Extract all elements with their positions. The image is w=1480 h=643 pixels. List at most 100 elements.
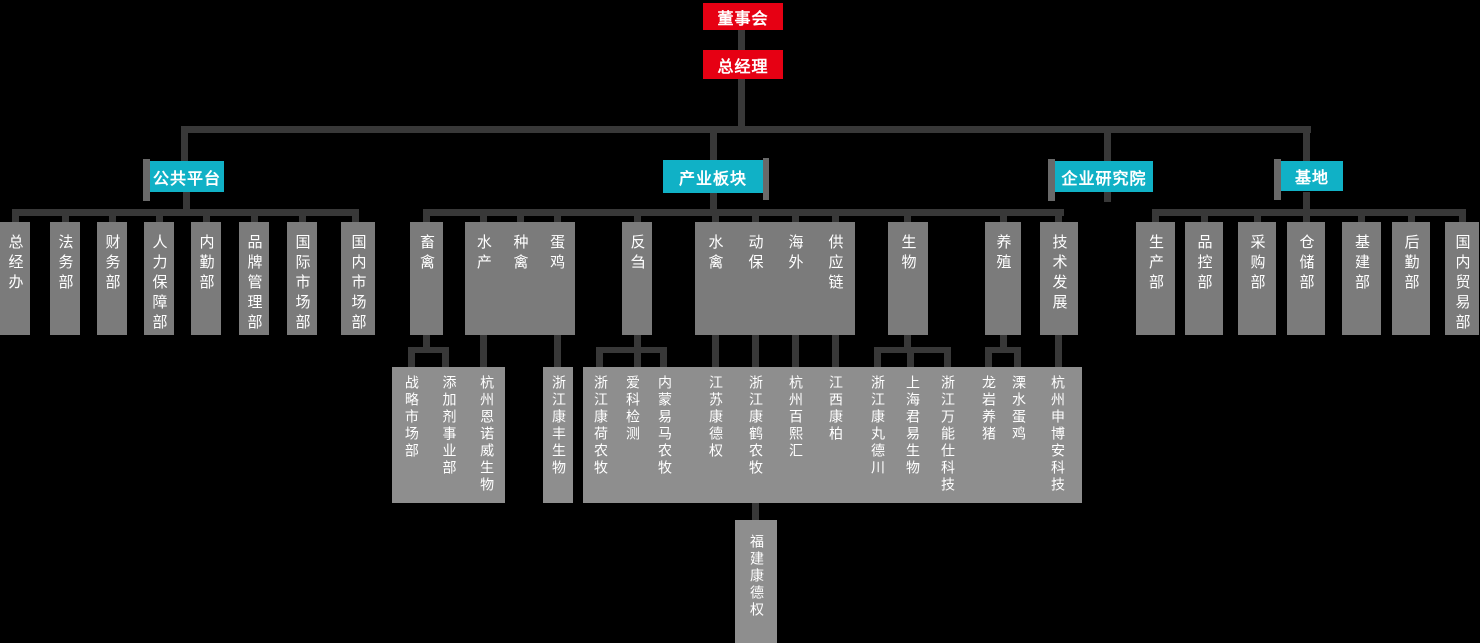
subsidiary-label: 爱科检测 bbox=[624, 375, 640, 443]
connector-line bbox=[596, 347, 667, 353]
connector-line bbox=[874, 353, 881, 367]
dept-node: 技术发展 bbox=[1040, 222, 1078, 335]
dept-label: 供应链 bbox=[826, 234, 845, 294]
dept-node: 生产部 bbox=[1136, 222, 1175, 335]
connector-line bbox=[752, 503, 759, 520]
dept-label: 水产 bbox=[474, 234, 493, 274]
dept-node: 采购部 bbox=[1238, 222, 1276, 335]
connector-line bbox=[1358, 216, 1365, 222]
connector-line bbox=[1152, 216, 1159, 222]
connector-line bbox=[1104, 192, 1111, 202]
dept-node: 基建部 bbox=[1342, 222, 1381, 335]
connector-line bbox=[1055, 335, 1062, 367]
connector-line bbox=[710, 193, 717, 209]
subsidiary-node: 浙江康荷农牧 bbox=[585, 375, 615, 477]
group-node-industry: 产业板块 bbox=[663, 158, 769, 200]
group-node-platform: 公共平台 bbox=[143, 159, 224, 201]
connector-line bbox=[907, 353, 914, 367]
connector-line bbox=[904, 216, 911, 222]
dept-label: 生产部 bbox=[1147, 234, 1165, 294]
group-node-base: 基地 bbox=[1274, 159, 1343, 200]
connector-line bbox=[554, 335, 561, 367]
subsidiary-node: 浙江康丰生物 bbox=[543, 367, 573, 503]
connector-line bbox=[1055, 216, 1062, 222]
subsidiary-label: 浙江万能仕科技 bbox=[939, 375, 955, 494]
subsidiary-node: 爱科检测 bbox=[617, 375, 647, 443]
subsidiary-node: 内蒙易马农牧 bbox=[649, 375, 679, 477]
connector-line bbox=[480, 216, 487, 222]
connector-line bbox=[251, 216, 258, 222]
group-label: 基地 bbox=[1294, 168, 1329, 187]
dept-label: 品牌管理部 bbox=[245, 234, 264, 334]
dept-label: 养殖 bbox=[994, 234, 1013, 274]
connector-line bbox=[712, 335, 719, 367]
subsidiary-label: 添加剂事业部 bbox=[440, 375, 457, 477]
connector-line bbox=[596, 353, 603, 367]
connector-line bbox=[832, 335, 839, 367]
subsidiary-label: 杭州申博安科技 bbox=[1049, 375, 1065, 494]
connector-line bbox=[1201, 216, 1208, 222]
subsidiary-node-group: 浙江康荷农牧 爱科检测 内蒙易马农牧 江苏康德权 浙江康鹤农牧 杭州百熙汇 江西… bbox=[583, 367, 1082, 503]
dept-label: 内勤部 bbox=[197, 234, 216, 294]
sub-subsidiary-label: 福建康德权 bbox=[748, 534, 764, 619]
connector-line bbox=[517, 216, 524, 222]
dept-label: 基建部 bbox=[1353, 234, 1371, 294]
dept-label: 反刍 bbox=[628, 234, 647, 274]
dept-node: 海外 bbox=[775, 234, 815, 335]
subsidiary-label: 溧水蛋鸡 bbox=[1010, 375, 1026, 443]
dept-node-group: 水产 种禽 蛋鸡 bbox=[465, 222, 575, 335]
subsidiary-label: 杭州恩诺威生物 bbox=[478, 375, 495, 494]
connector-line bbox=[1000, 216, 1007, 222]
dept-label: 海外 bbox=[786, 234, 805, 274]
board-node: 董事会 bbox=[703, 3, 783, 30]
dept-node-group: 水禽 动保 海外 供应链 bbox=[695, 222, 855, 335]
dept-node: 供应链 bbox=[815, 234, 855, 335]
dept-node: 畜禽 bbox=[410, 222, 443, 335]
dept-label: 国际市场部 bbox=[293, 234, 312, 334]
group-label: 企业研究院 bbox=[1061, 168, 1147, 188]
group-node-research: 企业研究院 bbox=[1048, 159, 1153, 201]
group-label: 公共平台 bbox=[152, 168, 221, 188]
connector-line bbox=[1254, 216, 1261, 222]
connector-line bbox=[1014, 353, 1021, 367]
dept-label: 品控部 bbox=[1195, 234, 1214, 294]
subsidiary-node: 战略市场部 bbox=[392, 375, 430, 503]
connector-line bbox=[156, 216, 163, 222]
connector-line bbox=[442, 353, 449, 367]
dept-label: 仓储部 bbox=[1297, 234, 1316, 294]
connector-line bbox=[203, 216, 210, 222]
dept-label: 总经办 bbox=[6, 234, 25, 294]
connector-line bbox=[738, 79, 745, 127]
connector-line bbox=[299, 216, 306, 222]
dept-label: 法务部 bbox=[56, 234, 75, 294]
subsidiary-node-group: 战略市场部 添加剂事业部 杭州恩诺威生物 bbox=[392, 367, 505, 503]
connector-line bbox=[12, 216, 19, 222]
connector-line bbox=[634, 216, 641, 222]
dept-node: 财务部 bbox=[97, 222, 127, 335]
subsidiary-label: 浙江康鹤农牧 bbox=[747, 375, 763, 477]
subsidiary-node: 杭州百熙汇 bbox=[780, 375, 810, 460]
dept-label: 国内贸易部 bbox=[1453, 234, 1472, 334]
connector-line bbox=[944, 353, 951, 367]
dept-node: 内勤部 bbox=[191, 222, 221, 335]
subsidiary-node: 添加剂事业部 bbox=[430, 375, 468, 503]
connector-line bbox=[904, 335, 911, 347]
dept-node: 国内市场部 bbox=[341, 222, 375, 335]
connector-line bbox=[985, 347, 1021, 353]
connector-line bbox=[738, 30, 745, 50]
dept-node: 法务部 bbox=[50, 222, 80, 335]
subsidiary-node: 江苏康德权 bbox=[700, 375, 730, 460]
connector-line bbox=[423, 209, 1064, 216]
connector-line bbox=[634, 335, 641, 347]
subsidiary-label: 上海君易生物 bbox=[904, 375, 920, 477]
connector-line bbox=[985, 353, 992, 367]
dept-node: 种禽 bbox=[502, 234, 539, 335]
connector-line bbox=[1303, 216, 1310, 222]
dept-label: 国内市场部 bbox=[349, 234, 368, 334]
dept-label: 种禽 bbox=[511, 234, 530, 274]
connector-line bbox=[181, 126, 1311, 133]
group-label: 产业板块 bbox=[678, 168, 747, 188]
dept-node: 仓储部 bbox=[1287, 222, 1325, 335]
connector-line bbox=[423, 335, 430, 347]
